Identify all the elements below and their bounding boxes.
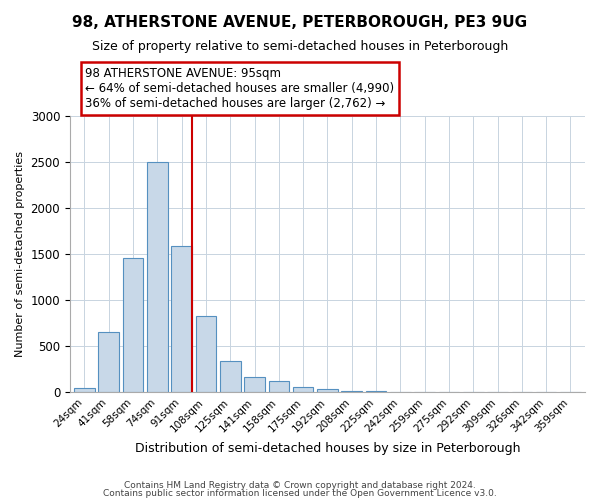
X-axis label: Distribution of semi-detached houses by size in Peterborough: Distribution of semi-detached houses by …	[135, 442, 520, 455]
Bar	[317, 389, 338, 392]
Text: Size of property relative to semi-detached houses in Peterborough: Size of property relative to semi-detach…	[92, 40, 508, 53]
Bar	[293, 387, 313, 392]
Bar	[172, 246, 192, 392]
Bar	[269, 382, 289, 392]
Text: 98 ATHERSTONE AVENUE: 95sqm
← 64% of semi-detached houses are smaller (4,990)
36: 98 ATHERSTONE AVENUE: 95sqm ← 64% of sem…	[85, 67, 394, 110]
Bar	[123, 258, 143, 392]
Y-axis label: Number of semi-detached properties: Number of semi-detached properties	[15, 151, 25, 357]
Text: Contains public sector information licensed under the Open Government Licence v3: Contains public sector information licen…	[103, 489, 497, 498]
Text: Contains HM Land Registry data © Crown copyright and database right 2024.: Contains HM Land Registry data © Crown c…	[124, 480, 476, 490]
Bar	[220, 360, 241, 392]
Bar	[244, 377, 265, 392]
Bar	[147, 162, 167, 392]
Bar	[74, 388, 95, 392]
Bar	[196, 316, 216, 392]
Text: 98, ATHERSTONE AVENUE, PETERBOROUGH, PE3 9UG: 98, ATHERSTONE AVENUE, PETERBOROUGH, PE3…	[73, 15, 527, 30]
Bar	[341, 391, 362, 392]
Bar	[98, 332, 119, 392]
